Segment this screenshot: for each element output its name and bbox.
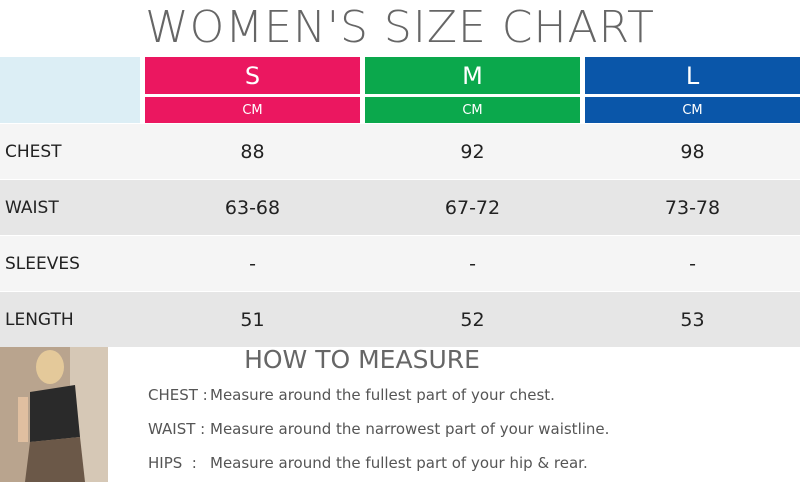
row-bg [0, 180, 800, 235]
measure-label: HIPS : [148, 454, 197, 472]
measure-text: Measure around the fullest part of your … [210, 386, 555, 404]
cell-value: 53 [680, 308, 705, 331]
size-header: S [145, 57, 360, 94]
row-label: LENGTH [5, 309, 74, 330]
measure-label: WAIST : [148, 420, 206, 438]
cell-value: 73-78 [664, 196, 721, 219]
cell-value: - [689, 252, 696, 275]
row-bg [0, 292, 800, 347]
cell-value: 92 [460, 140, 485, 163]
measure-label: CHEST : [148, 386, 208, 404]
cell-value: 67-72 [444, 196, 501, 219]
cell-value: 52 [460, 308, 485, 331]
cell-value: - [469, 252, 476, 275]
cell-value: 63-68 [224, 196, 281, 219]
row-label: SLEEVES [5, 253, 80, 274]
size-header: M [365, 57, 580, 94]
measure-line: HIPS : Measure around the fullest part of… [148, 454, 588, 472]
measure-text: Measure around the narrowest part of you… [210, 420, 610, 438]
measure-line: CHEST : Measure around the fullest part o… [148, 386, 555, 404]
cell-value: 98 [680, 140, 705, 163]
row-bg [0, 236, 800, 291]
measure-title: HOW TO MEASURE [244, 345, 480, 374]
size-header: L [585, 57, 800, 94]
model-photo [0, 347, 108, 482]
cell-value: 88 [240, 140, 265, 163]
corner-cell [0, 57, 140, 123]
unit-header: CM [365, 97, 580, 123]
measure-line: WAIST : Measure around the narrowest part… [148, 420, 609, 438]
unit-header: CM [145, 97, 360, 123]
cell-value: 51 [240, 308, 265, 331]
row-label: CHEST [5, 141, 62, 162]
row-label: WAIST [5, 197, 59, 218]
measure-text: Measure around the fullest part of your … [210, 454, 588, 472]
unit-header: CM [585, 97, 800, 123]
row-bg [0, 124, 800, 179]
title: WOMEN'S SIZE CHART [145, 2, 655, 53]
cell-value: - [249, 252, 256, 275]
